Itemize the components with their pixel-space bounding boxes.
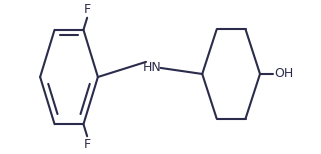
Text: OH: OH: [274, 67, 294, 81]
Text: HN: HN: [143, 61, 162, 74]
Text: F: F: [83, 138, 91, 151]
Text: F: F: [83, 3, 91, 16]
